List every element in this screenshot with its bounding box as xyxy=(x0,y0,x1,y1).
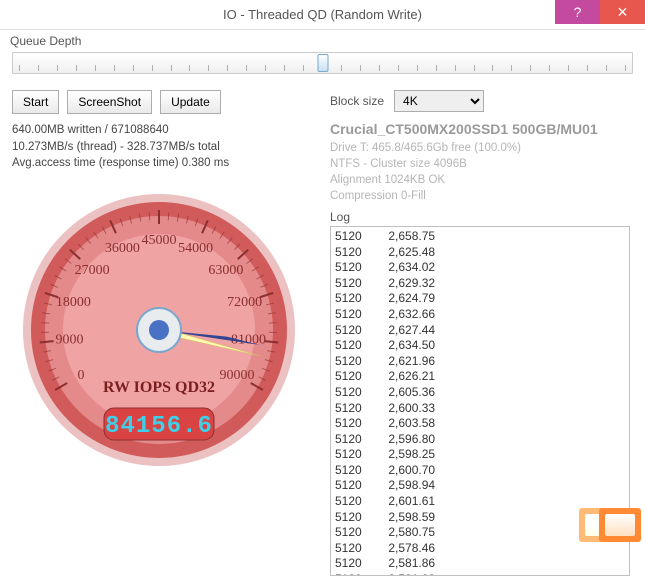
svg-text:90000: 90000 xyxy=(219,368,254,383)
drive-model: Crucial_CT500MX200SSD1 500GB/MU01 xyxy=(330,120,633,140)
stats-block: 640.00MB written / 671088640 10.273MB/s … xyxy=(12,122,322,172)
svg-text:54000: 54000 xyxy=(178,241,213,256)
svg-text:0: 0 xyxy=(78,368,85,383)
log-row: 5120 2,578.46 xyxy=(335,541,625,557)
block-size-label: Block size xyxy=(330,94,384,108)
svg-text:72000: 72000 xyxy=(227,295,262,310)
svg-text:27000: 27000 xyxy=(75,263,110,278)
svg-text:9000: 9000 xyxy=(55,332,83,347)
svg-text:63000: 63000 xyxy=(208,263,243,278)
drive-info: Crucial_CT500MX200SSD1 500GB/MU01 Drive … xyxy=(330,120,633,204)
log-row: 5120 2,581.86 xyxy=(335,556,625,572)
log-row: 5120 2,624.79 xyxy=(335,291,625,307)
queue-depth-label: Queue Depth xyxy=(10,34,645,48)
start-button[interactable]: Start xyxy=(12,90,59,114)
drive-compression: Compression 0-Fill xyxy=(330,188,633,204)
drive-fs: NTFS - Cluster size 4096B xyxy=(330,156,633,172)
log-row: 5120 2,596.80 xyxy=(335,432,625,448)
svg-text:RW IOPS QD32: RW IOPS QD32 xyxy=(103,379,215,396)
iops-gauge: 0 9000 18000 27000 360004500054000 63000 72000… xyxy=(14,180,304,470)
log-row: 5120 2,627.44 xyxy=(335,323,625,339)
stats-throughput: 10.273MB/s (thread) - 328.737MB/s total xyxy=(12,139,322,156)
screenshot-button[interactable]: ScreenShot xyxy=(67,90,152,114)
drive-alignment: Alignment 1024KB OK xyxy=(330,172,633,188)
log-row: 5120 2,629.32 xyxy=(335,276,625,292)
log-row: 5120 2,605.36 xyxy=(335,385,625,401)
log-row: 5120 2,625.48 xyxy=(335,245,625,261)
log-row: 5120 2,600.33 xyxy=(335,401,625,417)
svg-text:45000: 45000 xyxy=(142,233,177,248)
log-row: 5120 2,621.96 xyxy=(335,354,625,370)
log-row: 5120 2,634.02 xyxy=(335,260,625,276)
svg-text:84156.6: 84156.6 xyxy=(105,413,213,440)
close-button[interactable]: × xyxy=(600,0,645,24)
log-row: 5120 2,581.28 xyxy=(335,572,625,575)
queue-depth-slider[interactable] xyxy=(12,52,633,74)
log-row: 5120 2,598.94 xyxy=(335,478,625,494)
log-row: 5120 2,658.75 xyxy=(335,229,625,245)
log-label: Log xyxy=(330,210,633,224)
help-button[interactable]: ? xyxy=(555,0,600,24)
log-row: 5120 2,634.50 xyxy=(335,338,625,354)
stats-access-time: Avg.access time (response time) 0.380 ms xyxy=(12,155,322,172)
slider-thumb[interactable] xyxy=(317,54,328,72)
stats-written: 640.00MB written / 671088640 xyxy=(12,122,322,139)
log-row: 5120 2,598.25 xyxy=(335,447,625,463)
log-row: 5120 2,600.70 xyxy=(335,463,625,479)
drive-free: Drive T: 465.8/465.6Gb free (100.0%) xyxy=(330,140,633,156)
svg-text:36000: 36000 xyxy=(105,241,140,256)
footer-icons xyxy=(585,508,641,542)
block-size-select[interactable]: 4K xyxy=(394,90,484,112)
log-row: 5120 2,603.58 xyxy=(335,416,625,432)
svg-text:18000: 18000 xyxy=(56,295,91,310)
log-row: 5120 2,632.66 xyxy=(335,307,625,323)
log-row: 5120 2,626.21 xyxy=(335,369,625,385)
folder-icon xyxy=(599,508,641,542)
window-title: IO - Threaded QD (Random Write) xyxy=(223,7,422,22)
titlebar: IO - Threaded QD (Random Write) ? × xyxy=(0,0,645,30)
update-button[interactable]: Update xyxy=(160,90,221,114)
